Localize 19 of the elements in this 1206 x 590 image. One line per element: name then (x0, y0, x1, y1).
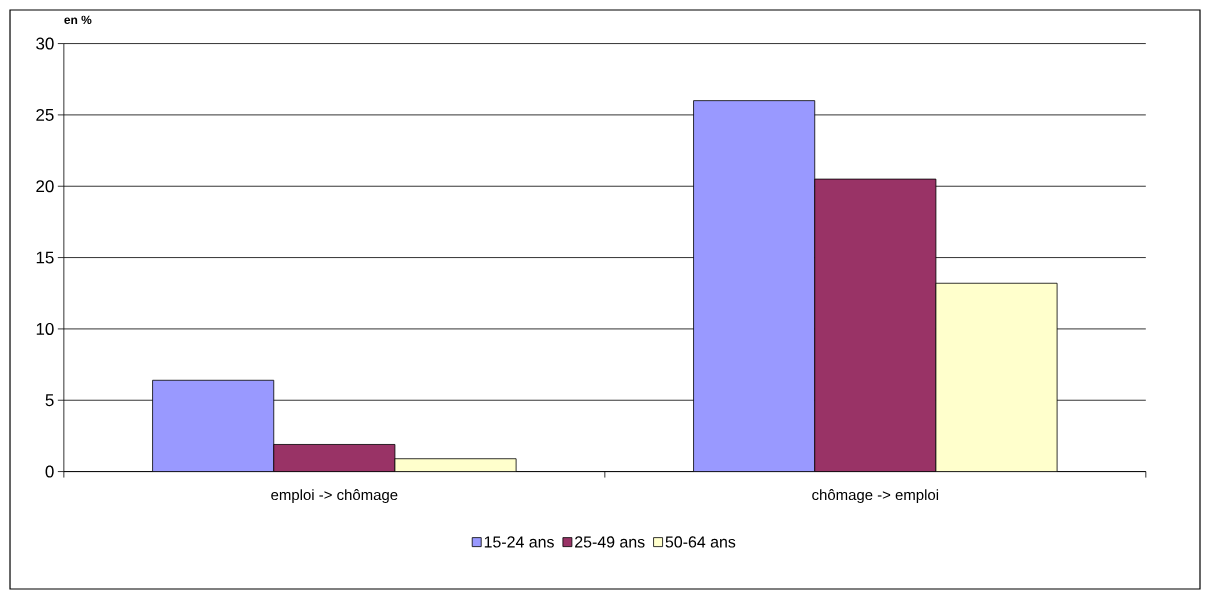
y-tick-label: 0 (45, 465, 54, 478)
x-tick-label: chômage -> emploi (812, 489, 939, 504)
bar (152, 379, 275, 472)
legend-label: 25-49 ans (575, 536, 645, 548)
y-tick-label: 5 (45, 394, 54, 407)
y-tick-label: 20 (36, 180, 54, 193)
y-tick-label: 30 (36, 37, 54, 50)
x-tick-label: emploi -> chômage (271, 489, 398, 504)
y-axis-title: en % (64, 15, 92, 25)
bar (394, 458, 517, 472)
y-tick-label: 25 (36, 108, 54, 121)
bar (273, 444, 396, 472)
y-tick-label: 10 (36, 322, 54, 335)
legend-label: 50-64 ans (665, 536, 736, 548)
bar (693, 100, 816, 472)
legend-label: 15-24 ans (484, 536, 554, 548)
bar (814, 178, 937, 472)
y-tick-label: 15 (36, 251, 54, 264)
bar (935, 282, 1058, 472)
